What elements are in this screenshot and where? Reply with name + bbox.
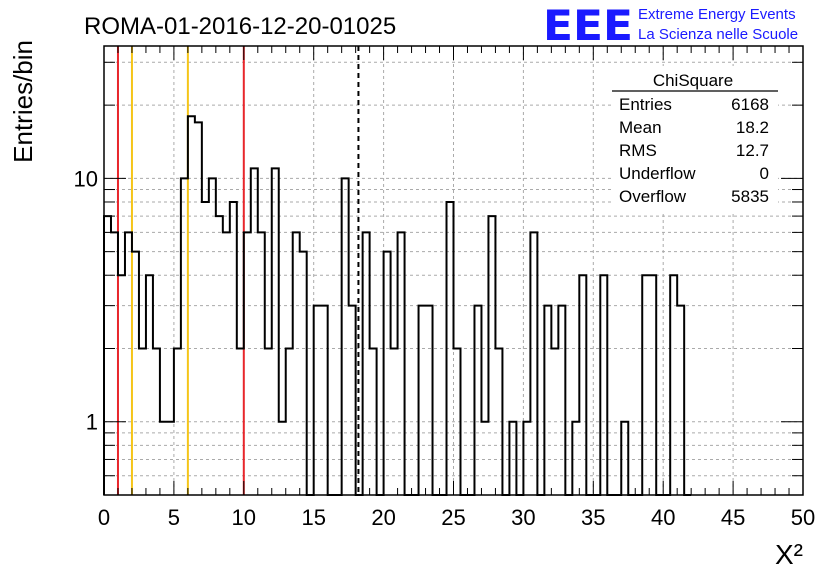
run-title: ROMA-01-2016-12-20-01025 <box>84 13 396 40</box>
x-tick-label: 35 <box>581 505 605 530</box>
x-tick-label: 25 <box>441 505 465 530</box>
stats-value: 5835 <box>731 187 769 206</box>
stats-title: ChiSquare <box>653 71 733 90</box>
stats-label: Mean <box>619 118 662 137</box>
y-tick-label: 10 <box>74 166 98 191</box>
x-tick-label: 0 <box>98 505 110 530</box>
stats-label: RMS <box>619 141 657 160</box>
eee-logo-text: EEE <box>543 1 633 50</box>
histogram-step-line <box>103 115 692 496</box>
stats-value: 12.7 <box>736 141 769 160</box>
y-tick-label: 1 <box>86 410 98 435</box>
x-tick-label: 10 <box>232 505 256 530</box>
y-axis-label: Entries/bin <box>8 40 38 163</box>
x-tick-label: 45 <box>721 505 745 530</box>
stats-value: 6168 <box>731 95 769 114</box>
x-tick-label: 5 <box>168 505 180 530</box>
stats-value: 18.2 <box>736 118 769 137</box>
eee-tagline-2: La Scienza nelle Scuole <box>638 26 798 43</box>
axes: 0 5 10 15 20 25 30 35 40 45 50 1 10 <box>74 45 815 530</box>
x-tick-label: 20 <box>371 505 395 530</box>
stats-label: Overflow <box>619 187 687 206</box>
x-tick-label: 50 <box>791 505 815 530</box>
x-tick-label: 15 <box>301 505 325 530</box>
x-tick-label: 30 <box>511 505 535 530</box>
x-axis-label: X² <box>775 539 803 570</box>
stats-box: ChiSquare Entries 6168 Mean 18.2 RMS 12.7 Unde… <box>612 66 778 212</box>
eee-tagline-1: Extreme Energy Events <box>638 6 796 23</box>
histogram-series <box>103 115 692 496</box>
eee-logo: EEE Extreme Energy Events La Scienza nel… <box>543 1 798 50</box>
stats-value: 0 <box>760 164 769 183</box>
stats-label: Underflow <box>619 164 696 183</box>
stats-label: Entries <box>619 95 672 114</box>
x-tick-label: 40 <box>651 505 675 530</box>
